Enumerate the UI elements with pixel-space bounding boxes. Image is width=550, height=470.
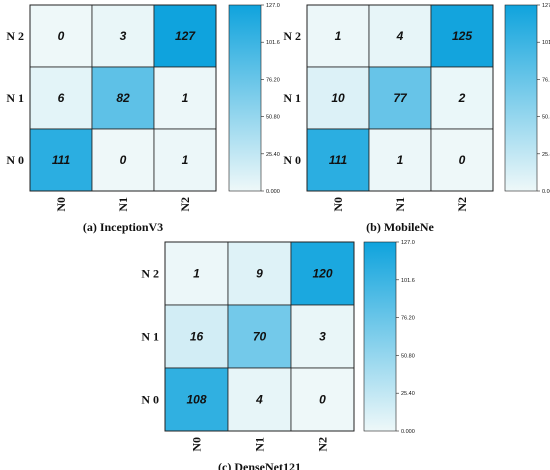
row-tick-label: N 2 bbox=[6, 29, 24, 43]
cell-value-label: 4 bbox=[396, 29, 404, 43]
panel-caption: (b) MobileNe bbox=[366, 220, 434, 234]
colorbar-tick-label: 50.80 bbox=[401, 353, 415, 359]
heatmap-cell bbox=[290, 241, 355, 306]
column-tick-label: N2 bbox=[178, 197, 192, 212]
confusion-matrix-densenet121: 1 9 120 16 70 3 108 4 0 N 2 N 1 N 0 N0 N1 N2 (c) DenseN… bbox=[141, 240, 414, 470]
panel-caption: (a) InceptionV3 bbox=[83, 220, 163, 234]
column-tick-label: N2 bbox=[316, 437, 330, 452]
colorbar bbox=[504, 4, 538, 192]
heatmap-cell bbox=[164, 367, 229, 432]
cell-value-label: 108 bbox=[186, 393, 206, 407]
heatmap-cell bbox=[29, 4, 93, 68]
heatmap-cell bbox=[164, 304, 229, 369]
cell-value-label: 1 bbox=[335, 29, 342, 43]
colorbar-tick-label: 25.40 bbox=[266, 152, 280, 158]
heatmap-cell bbox=[29, 66, 93, 130]
cell-value-label: 16 bbox=[190, 330, 204, 344]
colorbar-tick-label: 76.20 bbox=[401, 316, 415, 322]
colorbar-tick-label: 101.6 bbox=[266, 40, 280, 46]
heatmap-cell bbox=[290, 304, 355, 369]
colorbar-tick-label: 0.000 bbox=[401, 429, 415, 435]
column-tick-label: N2 bbox=[455, 197, 469, 212]
column-tick-label: N0 bbox=[331, 197, 345, 212]
colorbar-tick-label: 101.6 bbox=[401, 278, 415, 284]
row-tick-label: N 0 bbox=[283, 153, 301, 167]
colorbar-tick-label: 127.0 bbox=[266, 3, 280, 9]
row-tick-label: N 2 bbox=[283, 29, 301, 43]
column-tick-label: N1 bbox=[116, 197, 130, 212]
cell-value-label: 120 bbox=[312, 267, 332, 281]
colorbar-tick-label: 76.20 bbox=[542, 77, 550, 83]
cell-value-label: 3 bbox=[120, 29, 127, 43]
cell-value-label: 0 bbox=[459, 153, 466, 167]
cell-value-label: 1 bbox=[397, 153, 404, 167]
cell-value-label: 70 bbox=[253, 330, 267, 344]
heatmap-cell bbox=[153, 66, 217, 130]
heatmap-cell bbox=[430, 4, 494, 68]
colorbar-tick-label: 25.40 bbox=[542, 152, 550, 158]
colorbar-tick-label: 76.20 bbox=[266, 77, 280, 83]
cell-value-label: 0 bbox=[319, 393, 326, 407]
row-tick-label: N 0 bbox=[6, 153, 24, 167]
cell-value-label: 1 bbox=[182, 91, 189, 105]
colorbar bbox=[363, 241, 397, 432]
heatmap-cell bbox=[430, 128, 494, 192]
column-tick-label: N1 bbox=[253, 437, 267, 452]
matrix-border bbox=[164, 241, 355, 432]
matrix-border bbox=[306, 4, 494, 192]
heatmap-cell bbox=[91, 4, 155, 68]
colorbar-tick-label: 25.40 bbox=[401, 391, 415, 397]
cell-value-label: 127 bbox=[175, 29, 196, 43]
column-tick-label: N0 bbox=[54, 197, 68, 212]
cell-value-label: 0 bbox=[58, 29, 65, 43]
cell-value-label: 10 bbox=[331, 91, 345, 105]
matrix-border bbox=[29, 4, 217, 192]
heatmap-cell bbox=[306, 128, 370, 192]
row-tick-label: N 1 bbox=[6, 91, 24, 105]
heatmap-cell bbox=[164, 241, 229, 306]
colorbar-tick-label: 0.000 bbox=[266, 189, 280, 195]
colorbar-tick-label: 101.6 bbox=[542, 40, 550, 46]
colorbar-tick-label: 50.80 bbox=[266, 115, 280, 121]
panel-caption: (c) DenseNet121 bbox=[218, 460, 301, 470]
heatmap-cell bbox=[368, 66, 432, 130]
colorbar-tick-label: 0.000 bbox=[542, 189, 550, 195]
row-tick-label: N 1 bbox=[283, 91, 301, 105]
cell-value-label: 125 bbox=[452, 29, 472, 43]
cell-value-label: 2 bbox=[458, 91, 466, 105]
row-tick-label: N 2 bbox=[141, 267, 159, 281]
heatmap-cell bbox=[227, 367, 292, 432]
colorbar-tick-label: 50.80 bbox=[542, 115, 550, 121]
row-tick-label: N 1 bbox=[141, 330, 159, 344]
heatmap-cell bbox=[306, 66, 370, 130]
cell-value-label: 4 bbox=[255, 393, 263, 407]
cell-value-label: 0 bbox=[120, 153, 127, 167]
colorbar-tick-label: 127.0 bbox=[542, 3, 550, 9]
cell-value-label: 9 bbox=[256, 267, 263, 281]
cell-value-label: 1 bbox=[182, 153, 189, 167]
cell-value-label: 111 bbox=[52, 153, 71, 167]
cell-value-label: 6 bbox=[58, 91, 65, 105]
cell-value-label: 82 bbox=[116, 91, 130, 105]
column-tick-label: N1 bbox=[393, 197, 407, 212]
cell-value-label: 77 bbox=[393, 91, 408, 105]
cell-value-label: 1 bbox=[193, 267, 200, 281]
heatmap-cell bbox=[91, 128, 155, 192]
heatmap-cell bbox=[368, 4, 432, 68]
row-tick-label: N 0 bbox=[141, 393, 159, 407]
cell-value-label: 111 bbox=[329, 153, 348, 167]
cell-value-label: 3 bbox=[319, 330, 326, 344]
colorbar bbox=[228, 4, 262, 192]
heatmap-cell bbox=[430, 66, 494, 130]
column-tick-label: N0 bbox=[190, 437, 204, 452]
heatmap-cell bbox=[368, 128, 432, 192]
colorbar-tick-label: 127.0 bbox=[401, 240, 415, 246]
heatmap-cell bbox=[91, 66, 155, 130]
